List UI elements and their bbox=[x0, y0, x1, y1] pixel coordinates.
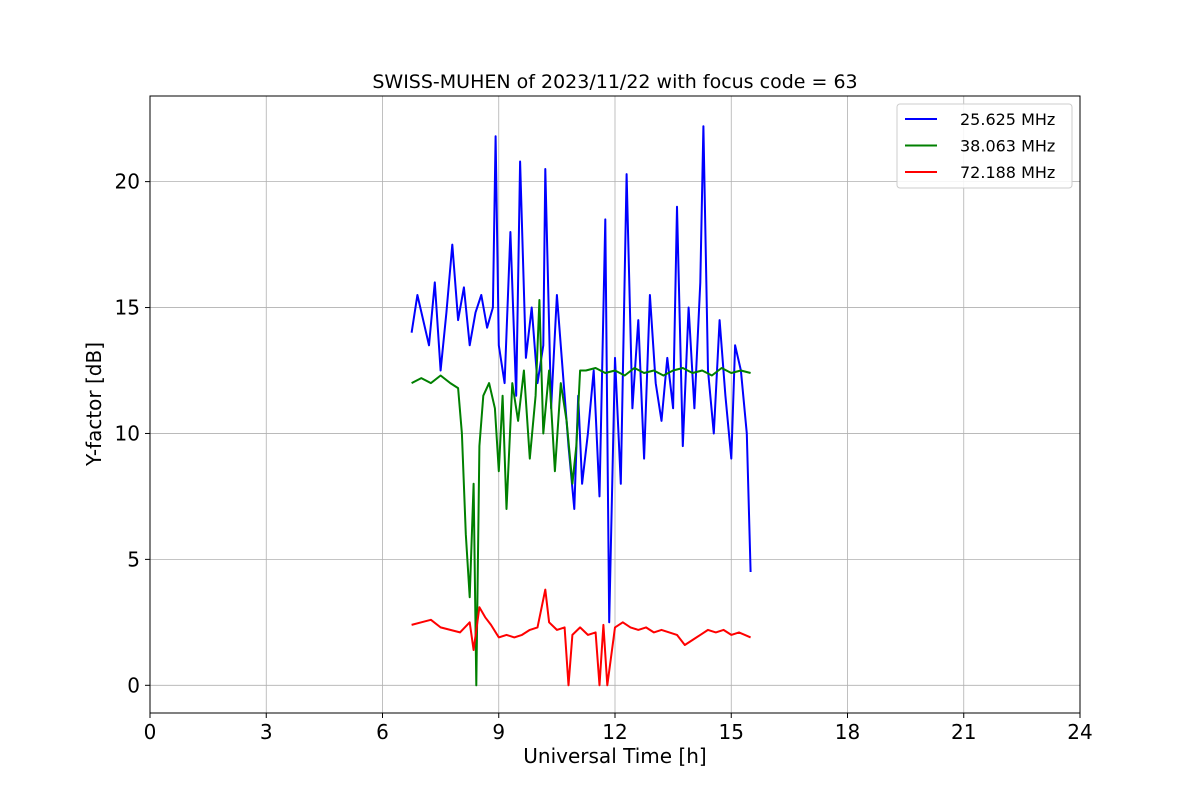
chart-title: SWISS-MUHEN of 2023/11/22 with focus cod… bbox=[372, 71, 857, 93]
x-tick-label: 0 bbox=[144, 720, 157, 744]
x-tick-label: 9 bbox=[492, 720, 505, 744]
x-tick-label: 15 bbox=[719, 720, 744, 744]
x-axis-label: Universal Time [h] bbox=[523, 744, 706, 768]
x-tick-label: 12 bbox=[602, 720, 627, 744]
legend-label: 72.188 MHz bbox=[960, 163, 1055, 182]
y-tick-label: 5 bbox=[127, 547, 140, 571]
x-tick-label: 18 bbox=[835, 720, 860, 744]
series-line-0 bbox=[410, 125, 752, 624]
series-line-2 bbox=[411, 588, 751, 687]
legend-label: 38.063 MHz bbox=[960, 137, 1055, 156]
x-tick-label: 6 bbox=[376, 720, 389, 744]
x-tick-label: 3 bbox=[260, 720, 273, 744]
legend-box bbox=[896, 103, 1073, 189]
y-tick-label: 20 bbox=[115, 170, 140, 194]
legend: 25.625 MHz 38.063 MHz 72.188 MHz bbox=[896, 103, 1073, 189]
series-line-1 bbox=[411, 299, 751, 687]
x-tick-label: 24 bbox=[1067, 720, 1092, 744]
y-tick-label: 0 bbox=[127, 673, 140, 697]
legend-label: 25.625 MHz bbox=[960, 110, 1055, 129]
x-tick-label: 21 bbox=[951, 720, 976, 744]
y-axis-label: Y-factor [dB] bbox=[82, 342, 106, 467]
y-tick-label: 15 bbox=[115, 296, 140, 320]
plot-series bbox=[410, 125, 752, 687]
axis-ticks: 0 3 6 9 12 15 18 21 24 0 5 10 15 20 bbox=[115, 170, 1093, 744]
y-tick-label: 10 bbox=[115, 421, 140, 445]
